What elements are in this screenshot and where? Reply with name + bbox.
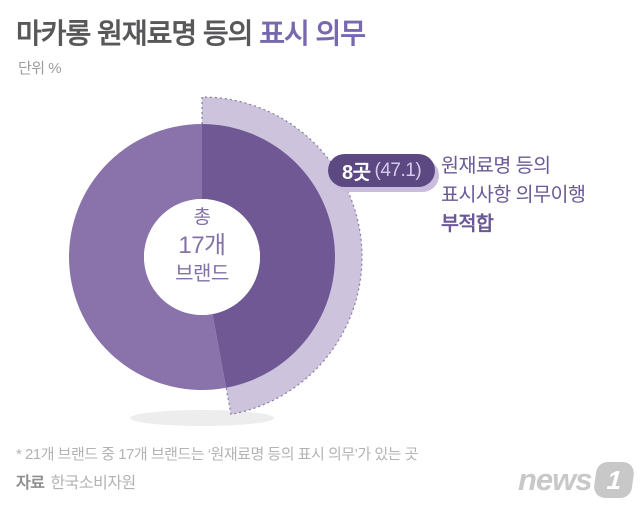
news1-logo-badge-icon: 1 xyxy=(592,462,636,498)
callout-badge: 8곳 (47.1) xyxy=(328,154,436,187)
highlight-dashed-outline xyxy=(201,96,363,416)
donut-hole xyxy=(144,199,260,315)
donut-center-label: 총 17개 브랜드 xyxy=(132,204,272,288)
page-title: 마카롱 원재료명 등의 표시 의무 xyxy=(16,12,366,52)
unit-label: 단위 % xyxy=(18,60,62,77)
page-title-accent: 표시 의무 xyxy=(259,18,366,49)
center-label-line1: 총 xyxy=(193,207,211,228)
source-line: 자료 한국소비자원 xyxy=(16,469,136,493)
source-label: 자료 xyxy=(16,475,45,492)
news1-logo-text: news xyxy=(518,462,593,497)
news1-logo-number: 1 xyxy=(605,464,622,495)
callout-desc-line2: 표시사항 의무이행 xyxy=(441,184,586,206)
remainder-segment xyxy=(69,124,227,390)
callout-badge-count: 8곳 xyxy=(342,162,371,184)
footnote: * 21개 브랜드 중 17개 브랜드는 ‘원재료명 등의 표시 의무’가 있는… xyxy=(16,446,418,463)
callout-desc-line1: 원재료명 등의 xyxy=(441,155,551,177)
callout-badge-value: (47.1) xyxy=(374,159,422,181)
chart-ground-shadow xyxy=(130,410,274,426)
center-label-line2: 17개 xyxy=(178,232,226,259)
callout-description: 원재료명 등의 표시사항 의무이행 부적합 xyxy=(441,152,586,239)
callout-desc-line3: 부적합 xyxy=(441,213,494,235)
center-label-line3: 브랜드 xyxy=(175,263,229,285)
source-value: 한국소비자원 xyxy=(50,475,136,492)
page-title-main: 마카롱 원재료명 등의 xyxy=(16,18,260,49)
highlighted-segment xyxy=(202,124,336,388)
highlight-halo-arc xyxy=(202,97,362,415)
news1-logo: news 1 xyxy=(518,462,636,498)
